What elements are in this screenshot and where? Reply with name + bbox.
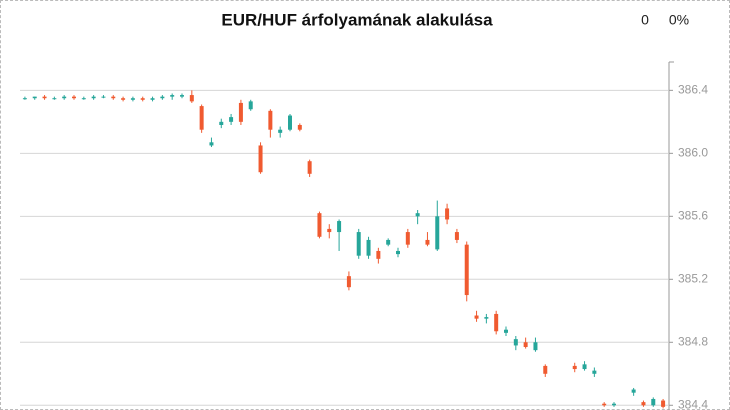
candle-body xyxy=(415,213,420,217)
candle-body xyxy=(229,117,234,122)
candle-body xyxy=(474,315,479,319)
candle-body xyxy=(160,96,165,99)
change: 0 xyxy=(641,12,649,28)
y-tick-label: 385.6 xyxy=(678,208,708,222)
candle-body xyxy=(219,121,224,125)
y-tick-label: 384.4 xyxy=(678,397,708,410)
candle-body xyxy=(278,129,283,133)
candle-body xyxy=(268,110,273,130)
candle-body xyxy=(42,96,47,99)
candle-body xyxy=(523,342,528,348)
candle-body xyxy=(238,102,243,122)
candle-body xyxy=(52,98,57,100)
candle-body xyxy=(32,96,37,99)
candle-body xyxy=(356,232,361,256)
candle-body xyxy=(22,98,27,100)
candle-body xyxy=(121,98,126,100)
candle-body xyxy=(641,402,646,406)
candle-body xyxy=(297,124,302,130)
candle-body xyxy=(386,239,391,245)
candle-body xyxy=(435,216,440,250)
candle-body xyxy=(72,96,76,99)
candle-body xyxy=(464,244,469,296)
candle-body xyxy=(484,317,489,319)
candle-body xyxy=(111,96,116,99)
candle-body xyxy=(631,389,636,393)
candle-body xyxy=(592,370,597,374)
candle-body xyxy=(288,115,292,130)
candle-body xyxy=(248,101,253,110)
candle-body xyxy=(602,403,607,406)
candle-body xyxy=(651,398,656,406)
candle-body xyxy=(396,250,400,255)
y-tick-label: 384.8 xyxy=(678,334,708,348)
y-tick-label: 385.2 xyxy=(678,271,708,285)
candle-body xyxy=(405,232,410,245)
candle-body xyxy=(661,400,666,407)
candle-body xyxy=(209,142,214,146)
candle-body xyxy=(81,98,86,100)
candle-body xyxy=(327,228,332,233)
candle-body xyxy=(62,96,67,99)
candle-body xyxy=(189,95,194,102)
candle-body xyxy=(170,95,175,97)
candle-body xyxy=(454,232,459,240)
candle-body xyxy=(572,365,577,370)
candle-body xyxy=(612,403,616,406)
candle-body xyxy=(494,313,499,332)
candle-body xyxy=(366,239,371,256)
candle-body xyxy=(425,239,430,245)
candle-body xyxy=(582,364,587,370)
chart-title: EUR/HUF árfolyamának alakulása xyxy=(221,10,493,29)
candle-body xyxy=(307,161,312,174)
candle-body xyxy=(346,276,351,288)
candle-body xyxy=(258,145,263,173)
candle-body xyxy=(543,365,548,374)
candle-body xyxy=(130,98,135,100)
y-tick-label: 386.0 xyxy=(678,146,708,160)
candle-body xyxy=(445,208,450,220)
change-percent: 0% xyxy=(669,12,689,28)
y-tick-label: 386.4 xyxy=(678,83,708,97)
candle-body xyxy=(337,221,342,233)
candle-body xyxy=(180,95,184,97)
candle-body xyxy=(504,329,508,333)
candle-body xyxy=(91,96,96,99)
candle-body xyxy=(140,98,145,100)
candle-body xyxy=(513,339,518,346)
candle-body xyxy=(199,106,204,130)
candle-body xyxy=(533,342,538,351)
candle-body xyxy=(376,250,381,259)
candle-body xyxy=(317,213,322,237)
candle-body xyxy=(101,96,106,98)
candle-body xyxy=(150,98,155,100)
